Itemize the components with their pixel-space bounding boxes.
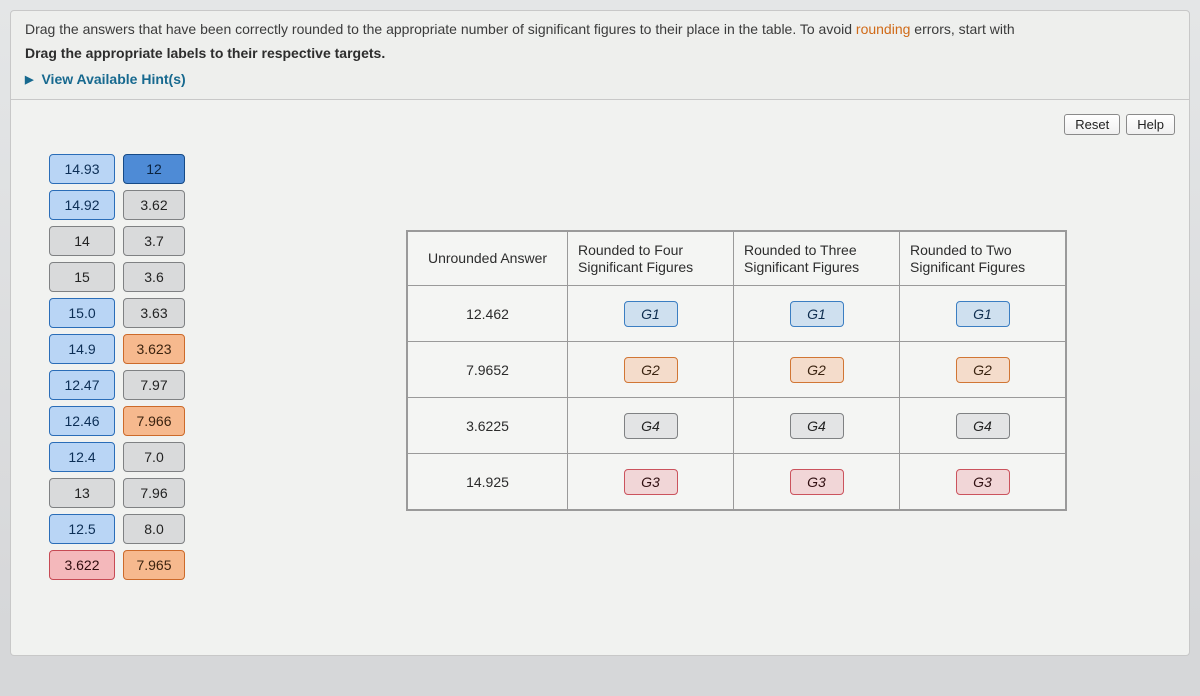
unrounded-cell: 14.925 (408, 454, 568, 510)
label-row: 12.47 7.97 (49, 370, 229, 400)
table-row: 14.925 G3 G3 G3 (408, 454, 1066, 510)
instruction-text: Drag the answers that have been correctl… (25, 21, 856, 37)
header-text: Rounded to Four (578, 242, 683, 258)
draggable-label[interactable]: 7.0 (123, 442, 185, 472)
view-hints-label: View Available Hint(s) (41, 71, 185, 87)
drop-target[interactable]: G4 (624, 413, 678, 439)
target-cell: G4 (734, 398, 900, 454)
target-cell: G2 (734, 342, 900, 398)
draggable-label[interactable]: 7.96 (123, 478, 185, 508)
label-row: 143.7 (49, 226, 229, 256)
drop-target[interactable]: G3 (624, 469, 678, 495)
instruction-line-2: Drag the appropriate labels to their res… (25, 45, 1175, 61)
target-cell: G3 (734, 454, 900, 510)
header-text: Rounded to Two (910, 242, 1012, 258)
help-button[interactable]: Help (1126, 114, 1175, 135)
drop-target[interactable]: G2 (790, 357, 844, 383)
drop-target[interactable]: G1 (624, 301, 678, 327)
draggable-label[interactable]: 14.93 (49, 154, 115, 184)
draggable-labels-bank: 14.931214.923.62143.7153.615.03.6314.93.… (49, 154, 229, 586)
draggable-label[interactable]: 7.965 (123, 550, 185, 580)
unrounded-cell: 7.9652 (408, 342, 568, 398)
workspace-panel: Reset Help 14.931214.923.62143.7153.615.… (10, 100, 1190, 656)
drop-target[interactable]: G4 (956, 413, 1010, 439)
label-row: 153.6 (49, 262, 229, 292)
drop-target[interactable]: G3 (956, 469, 1010, 495)
table-row: 3.6225 G4 G4 G4 (408, 398, 1066, 454)
view-hints-toggle[interactable]: ▶ View Available Hint(s) (25, 71, 1175, 87)
draggable-label[interactable]: 7.966 (123, 406, 185, 436)
instruction-panel: Drag the answers that have been correctl… (10, 10, 1190, 100)
header-text: Significant Figures (744, 259, 859, 275)
header-text: Rounded to Three (744, 242, 857, 258)
label-row: 15.0 3.63 (49, 298, 229, 328)
draggable-label[interactable]: 3.622 (49, 550, 115, 580)
instruction-line-1: Drag the answers that have been correctl… (25, 21, 1175, 37)
table-row: 7.9652 G2 G2 G2 (408, 342, 1066, 398)
draggable-label[interactable]: 15 (49, 262, 115, 292)
drop-target[interactable]: G1 (790, 301, 844, 327)
draggable-label[interactable]: 14 (49, 226, 115, 256)
viewport: Drag the answers that have been correctl… (0, 0, 1200, 696)
draggable-label[interactable]: 12.4 (49, 442, 115, 472)
drop-target[interactable]: G2 (956, 357, 1010, 383)
target-cell: G3 (900, 454, 1066, 510)
target-cell: G1 (568, 286, 734, 342)
draggable-label[interactable]: 12.47 (49, 370, 115, 400)
answer-table: Unrounded Answer Rounded to FourSignific… (407, 231, 1066, 510)
col-header-three-sf: Rounded to ThreeSignificant Figures (734, 232, 900, 286)
label-row: 137.96 (49, 478, 229, 508)
draggable-label[interactable]: 12 (123, 154, 185, 184)
draggable-label[interactable]: 3.63 (123, 298, 185, 328)
drop-target[interactable]: G1 (956, 301, 1010, 327)
label-row: 3.622 7.965 (49, 550, 229, 580)
draggable-label[interactable]: 3.7 (123, 226, 185, 256)
col-header-unrounded: Unrounded Answer (408, 232, 568, 286)
label-row: 14.9 3.623 (49, 334, 229, 364)
draggable-label[interactable]: 12.46 (49, 406, 115, 436)
col-header-two-sf: Rounded to TwoSignificant Figures (900, 232, 1066, 286)
target-cell: G4 (900, 398, 1066, 454)
drop-target[interactable]: G2 (624, 357, 678, 383)
label-row: 14.93 12 (49, 154, 229, 184)
target-cell: G2 (568, 342, 734, 398)
table-body: 12.462 G1 G1 G1 7.9652 G2 G2 G2 3.6225 G4 G4 G4 14.9… (408, 286, 1066, 510)
chevron-right-icon: ▶ (25, 73, 33, 86)
target-cell: G2 (900, 342, 1066, 398)
target-cell: G4 (568, 398, 734, 454)
draggable-label[interactable]: 3.6 (123, 262, 185, 292)
header-text: Significant Figures (910, 259, 1025, 275)
table-row: 12.462 G1 G1 G1 (408, 286, 1066, 342)
draggable-label[interactable]: 3.62 (123, 190, 185, 220)
label-row: 12.4 7.0 (49, 442, 229, 472)
label-row: 12.46 7.966 (49, 406, 229, 436)
draggable-label[interactable]: 7.97 (123, 370, 185, 400)
unrounded-cell: 12.462 (408, 286, 568, 342)
draggable-label[interactable]: 13 (49, 478, 115, 508)
instruction-accent: rounding (856, 21, 911, 37)
label-row: 14.92 3.62 (49, 190, 229, 220)
col-header-four-sf: Rounded to FourSignificant Figures (568, 232, 734, 286)
answer-table-wrap: Unrounded Answer Rounded to FourSignific… (406, 230, 1067, 511)
target-cell: G1 (900, 286, 1066, 342)
draggable-label[interactable]: 12.5 (49, 514, 115, 544)
reset-button[interactable]: Reset (1064, 114, 1120, 135)
draggable-label[interactable]: 14.9 (49, 334, 115, 364)
drop-target[interactable]: G4 (790, 413, 844, 439)
target-cell: G3 (568, 454, 734, 510)
label-row: 12.5 8.0 (49, 514, 229, 544)
draggable-label[interactable]: 8.0 (123, 514, 185, 544)
draggable-label[interactable]: 3.623 (123, 334, 185, 364)
draggable-label[interactable]: 14.92 (49, 190, 115, 220)
draggable-label[interactable]: 15.0 (49, 298, 115, 328)
instruction-text: errors, start with (910, 21, 1014, 37)
drop-target[interactable]: G3 (790, 469, 844, 495)
unrounded-cell: 3.6225 (408, 398, 568, 454)
target-cell: G1 (734, 286, 900, 342)
action-buttons: Reset Help (1064, 114, 1175, 135)
header-text: Significant Figures (578, 259, 693, 275)
table-header-row: Unrounded Answer Rounded to FourSignific… (408, 232, 1066, 286)
